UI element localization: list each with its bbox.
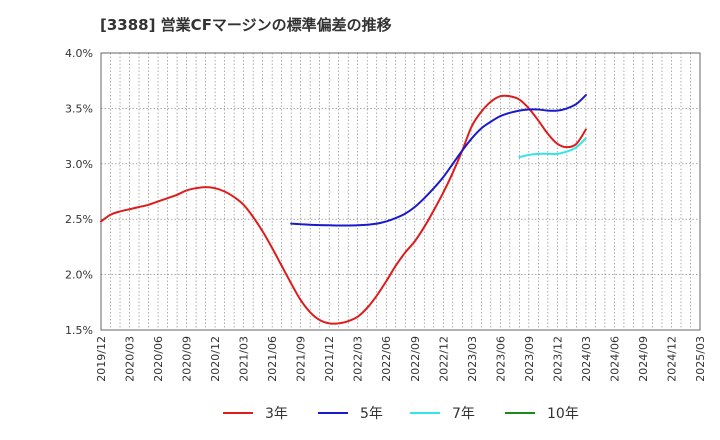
legend-label: 3年 — [265, 406, 288, 422]
plot-border — [100, 52, 701, 331]
x-tick-label: 2020/06 — [152, 336, 165, 382]
x-tick-label: 2021/09 — [295, 336, 308, 382]
x-tick-label: 2022/12 — [437, 336, 450, 382]
y-tick-label: 2.5% — [65, 213, 93, 226]
x-tick-label: 2023/09 — [523, 336, 536, 382]
legend-label: 5年 — [360, 406, 383, 422]
series-line — [100, 94, 587, 325]
y-tick-label: 4.0% — [65, 47, 93, 60]
x-tick-label: 2021/06 — [266, 336, 279, 382]
y-tick-label: 2.0% — [65, 269, 93, 282]
series-line — [518, 137, 587, 159]
plot-area — [101, 53, 700, 330]
x-tick-label: 2020/09 — [181, 336, 194, 382]
x-tick-label: 2024/09 — [637, 336, 650, 382]
legend-label: 10年 — [547, 406, 579, 422]
x-tick-label: 2022/06 — [380, 336, 393, 382]
series-line — [290, 94, 587, 227]
x-tick-label: 2024/12 — [665, 336, 678, 382]
x-tick-label: 2020/12 — [209, 336, 222, 382]
x-tick-label: 2023/06 — [494, 336, 507, 382]
x-tick-label: 2024/06 — [608, 336, 621, 382]
x-tick-label: 2024/03 — [580, 336, 593, 382]
x-tick-label: 2019/12 — [95, 336, 108, 382]
x-tick-label: 2021/03 — [238, 336, 251, 382]
y-tick-label: 3.5% — [65, 102, 93, 115]
y-tick-label: 1.5% — [65, 324, 93, 337]
x-tick-label: 2023/12 — [551, 336, 564, 382]
x-tick-label: 2023/03 — [466, 336, 479, 382]
x-tick-label: 2022/09 — [409, 336, 422, 382]
x-tick-label: 2025/03 — [694, 336, 707, 382]
legend-label: 7年 — [452, 406, 475, 422]
y-tick-label: 3.0% — [65, 158, 93, 171]
x-tick-label: 2022/03 — [352, 336, 365, 382]
x-tick-label: 2020/03 — [124, 336, 137, 382]
chart-title: [3388] 営業CFマージンの標準偏差の推移 — [100, 16, 392, 34]
x-tick-label: 2021/12 — [323, 336, 336, 382]
